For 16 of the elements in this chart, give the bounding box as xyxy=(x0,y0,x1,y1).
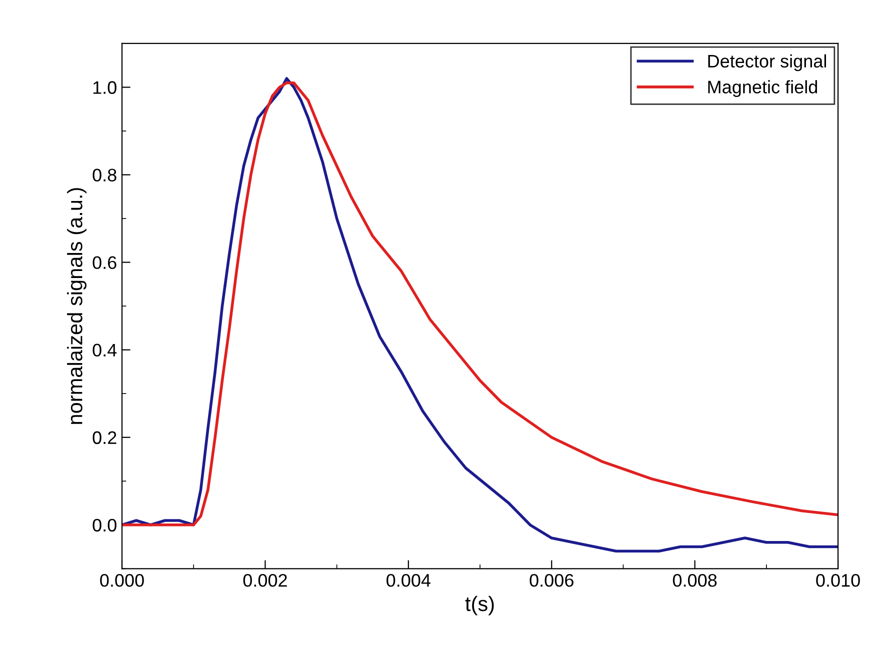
y-tick-label: 0.0 xyxy=(92,518,116,532)
y-tick-label: 0.6 xyxy=(92,256,116,270)
legend-label: Detector signal xyxy=(708,54,826,72)
x-tick-label: 0.004 xyxy=(386,574,430,587)
y-tick-label: 0.4 xyxy=(92,344,117,357)
y-axis-title: normalaized signals (a.u.) xyxy=(67,188,86,424)
y-tick-label: 0.2 xyxy=(92,431,116,444)
x-tick-label: 0.000 xyxy=(100,574,144,587)
x-tick-label: 0.006 xyxy=(530,574,574,587)
x-tick-label: 0.002 xyxy=(243,574,287,587)
x-axis-title: t(s) xyxy=(465,596,494,616)
y-tick-label: 1.0 xyxy=(93,81,116,94)
x-tick-label: 0.008 xyxy=(672,574,717,587)
legend-label: Magnetic field xyxy=(708,80,818,98)
x-tick-label: 0.010 xyxy=(816,574,860,587)
y-tick-label: 0.8 xyxy=(92,168,116,182)
